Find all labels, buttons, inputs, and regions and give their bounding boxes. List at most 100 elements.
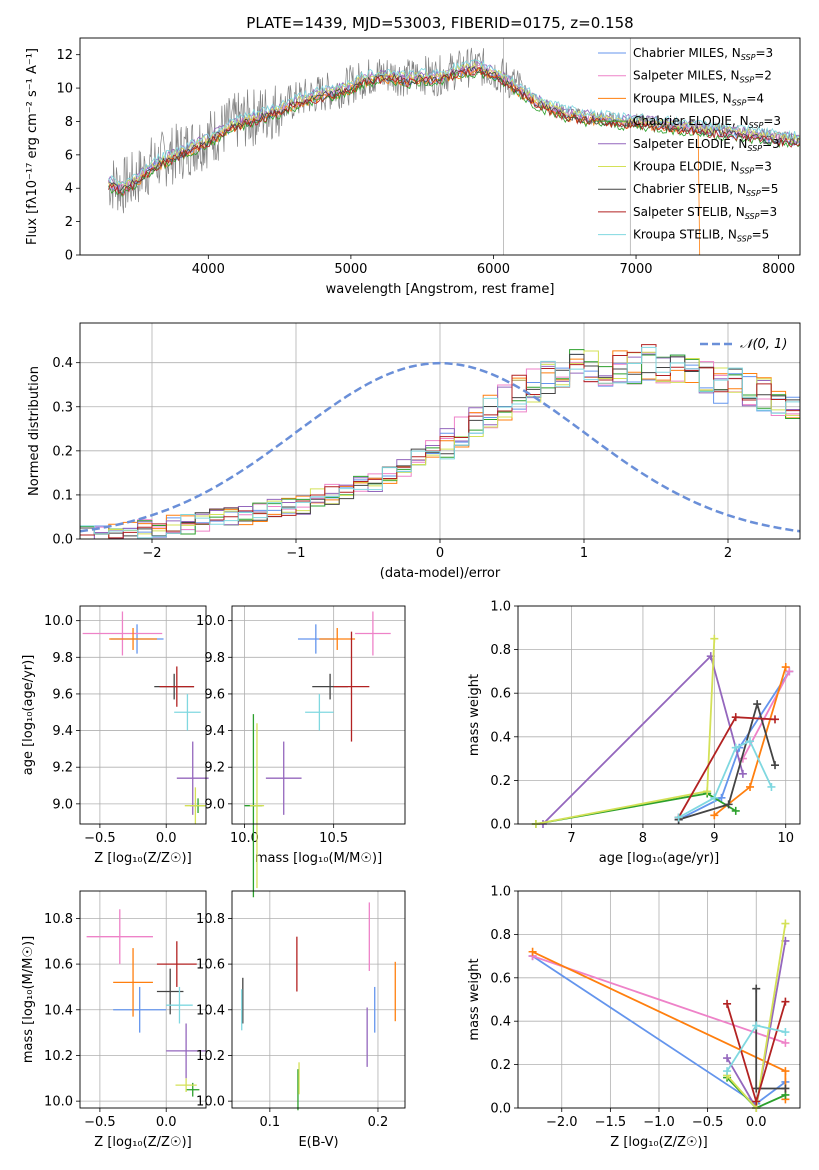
- legend-entry: Chabrier ELODIE, NSSP=3: [633, 114, 781, 130]
- mass-weight-line: [742, 670, 791, 760]
- legend-entry: Kroupa MILES, NSSP=4: [633, 91, 764, 107]
- y-tick-label: 10.0: [196, 614, 225, 629]
- axes-frame: [79, 605, 207, 825]
- mass-weight-line: [535, 792, 737, 825]
- y-tick-label: 9.0: [204, 797, 225, 812]
- mass-weight-marker: [738, 769, 747, 778]
- mass-weight-marker: [781, 997, 790, 1006]
- x-tick-label: 1: [580, 546, 588, 561]
- y-axis-label: mass weight: [467, 674, 482, 756]
- mass-weight-marker: [752, 1021, 761, 1030]
- observed-spectrum-line: [108, 47, 800, 214]
- x-tick-label: −1: [286, 546, 305, 561]
- y-tick-label: 10.2: [196, 1049, 225, 1064]
- residual-histogram-line: [80, 353, 800, 539]
- y-axis-label: mass weight: [467, 958, 482, 1040]
- y-tick-label: 1.0: [490, 885, 511, 900]
- mass-weight-marker: [771, 715, 780, 724]
- mass-weight-marker: [710, 793, 719, 802]
- mass-weight-marker: [781, 1084, 790, 1093]
- y-tick-label: 0.8: [490, 643, 511, 658]
- mass-weight-marker: [723, 1054, 732, 1063]
- x-axis-label: Z [log₁₀(Z/Z☉)]: [94, 1135, 191, 1150]
- x-axis-label: mass [log₁₀(M/M☉)]: [255, 851, 382, 866]
- model-spectrum-line: [108, 61, 800, 189]
- y-tick-label: 10.4: [196, 1003, 225, 1018]
- legend-entry: 𝒩(0, 1): [740, 337, 787, 352]
- mass-weight-marker: [785, 667, 794, 676]
- legend-entry: Chabrier MILES, NSSP=3: [633, 46, 773, 62]
- axes-frame: [517, 605, 801, 825]
- x-axis-label: E(B-V): [298, 1135, 338, 1150]
- y-tick-label: 9.8: [204, 651, 225, 666]
- x-tick-label: 8: [639, 831, 647, 846]
- y-tick-label: 10.6: [44, 958, 73, 973]
- mass-weight-line: [678, 670, 791, 821]
- residual-histogram-line: [80, 351, 800, 539]
- legend-entry: Salpeter STELIB, NSSP=3: [633, 205, 777, 221]
- y-tick-label: 0.0: [490, 1102, 511, 1117]
- mass-weight-line: [678, 700, 776, 821]
- y-tick-label: 0.8: [490, 928, 511, 943]
- x-tick-label: 0: [436, 546, 444, 561]
- residual-histogram-line: [80, 346, 800, 539]
- mass-vs-ebv-panel: 0.1 0.2 10.0 10.2 10.4 10.6 10.8 E(B-V): [196, 890, 406, 1150]
- mass-weight-marker: [771, 761, 780, 770]
- y-tick-label: 6: [65, 148, 73, 163]
- x-tick-label: 10.0: [230, 831, 259, 846]
- y-axis-label: age [log₁₀(age/yr)]: [21, 655, 36, 776]
- axes-frame: [517, 890, 801, 1109]
- y-tick-label: 0.2: [490, 1058, 511, 1073]
- mass-weight-marker: [781, 1067, 790, 1076]
- mass-weight-marker: [781, 663, 790, 672]
- x-tick-label: −2: [142, 546, 161, 561]
- x-tick-label: 0.0: [156, 1115, 177, 1130]
- y-tick-label: 10.4: [44, 1003, 73, 1018]
- mass-weight-marker: [703, 787, 712, 796]
- y-tick-label: 10.6: [196, 958, 225, 973]
- y-tick-label: 0.6: [490, 687, 511, 702]
- y-tick-label: 0.2: [490, 774, 511, 789]
- y-tick-label: 2: [65, 215, 73, 230]
- y-tick-label: 10.8: [196, 912, 225, 927]
- y-tick-label: 10.0: [44, 1095, 73, 1110]
- y-tick-label: 0.0: [490, 818, 511, 833]
- y-tick-label: 0.0: [52, 533, 73, 548]
- axes-frame: [231, 605, 406, 825]
- y-tick-label: 9.6: [204, 687, 225, 702]
- mass-weight-marker: [710, 634, 719, 643]
- y-tick-label: 0.6: [490, 971, 511, 986]
- axes-frame: [79, 37, 801, 256]
- mass-weight-marker: [753, 700, 762, 709]
- x-axis-label: Z [log₁₀(Z/Z☉)]: [610, 1135, 707, 1150]
- y-tick-label: 9.8: [52, 651, 73, 666]
- mass-weight-marker: [746, 782, 755, 791]
- mass-weight-marker: [723, 999, 732, 1008]
- x-tick-label: 9: [710, 831, 718, 846]
- y-tick-label: 0.4: [490, 730, 511, 745]
- panels-group: 4000 5000 6000 7000 8000024681012wavelength …: [21, 37, 801, 1150]
- model-spectrum-line: [108, 59, 800, 186]
- legend-entry: Kroupa ELODIE, NSSP=3: [633, 160, 772, 176]
- y-tick-label: 10.2: [44, 1049, 73, 1064]
- x-tick-label: −2.0: [546, 1115, 578, 1130]
- x-tick-label: −0.5: [84, 831, 116, 846]
- y-tick-label: 10: [56, 82, 73, 97]
- x-axis-label: (data-model)/error: [380, 566, 501, 581]
- spectrum-panel: 4000 5000 6000 7000 8000 0 2 4 6 8 10 12 wavelength …: [25, 37, 801, 297]
- legend-entry: Salpeter MILES, NSSP=2: [633, 69, 772, 85]
- x-tick-label: 0.0: [156, 831, 177, 846]
- mass-weight-marker: [746, 737, 755, 746]
- x-axis-label: wavelength [Angstrom, rest frame]: [326, 282, 555, 297]
- model-spectrum-line: [108, 62, 800, 190]
- mass-weight-marker: [723, 1067, 732, 1076]
- y-tick-label: 0: [65, 249, 73, 264]
- mass-weight-marker: [528, 947, 537, 956]
- mass-weight-marker: [767, 782, 776, 791]
- axes-frame: [231, 890, 406, 1109]
- x-tick-label: −0.5: [84, 1115, 116, 1130]
- y-tick-label: 9.6: [52, 687, 73, 702]
- gaussian-curve: [80, 361, 800, 533]
- weight-vs-Z-panel: −2.0 −1.5 −1.0 −0.5 0.0 0.0 0.2 0.4 0.6 0.8 1.0 Z […: [467, 885, 801, 1150]
- x-tick-label: 0.1: [260, 1115, 281, 1130]
